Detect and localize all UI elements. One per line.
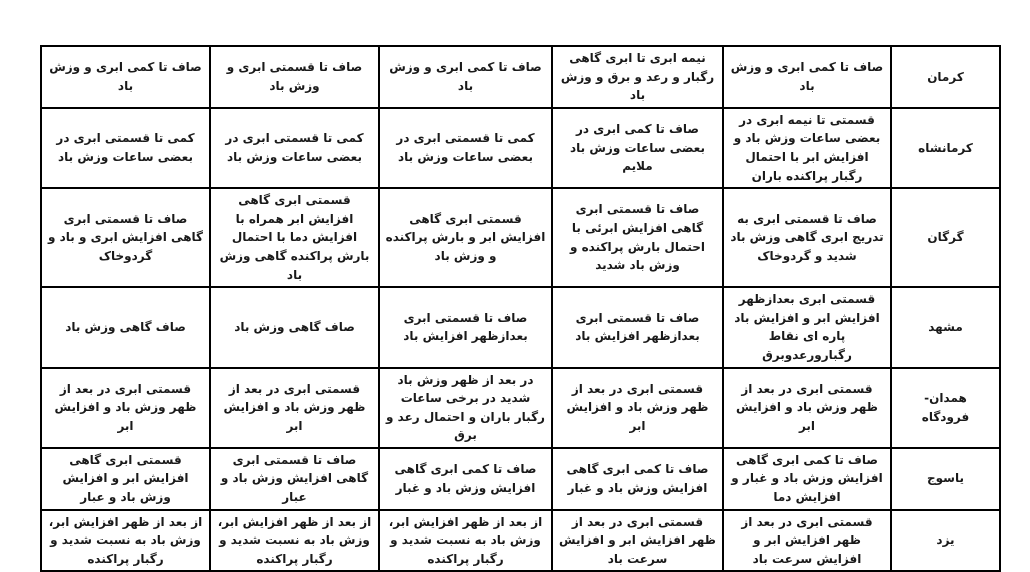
- city-cell: گرگان: [890, 187, 1001, 289]
- forecast-cell: قسمتی ابری گاهی افزایش ابر و افزایش وزش …: [40, 446, 211, 511]
- forecast-cell: صاف تا کمی ابری و وزش باد: [40, 45, 211, 109]
- table-row-kermanshah: کرمانشاه قسمتی تا نیمه ابری در بعضی ساعا…: [40, 106, 1001, 190]
- page: { "page": { "background_color": "#ffffff…: [40, 45, 1001, 572]
- forecast-cell: صاف گاهی وزش باد: [40, 286, 211, 369]
- city-cell: کرمانشاه: [890, 106, 1001, 190]
- forecast-cell: صاف تا قسمتی ابری و وزش باد: [209, 45, 380, 109]
- forecast-cell: صاف تا کمی ابری و وزش باد: [378, 45, 553, 109]
- forecast-cell: صاف تا کمی ابری گاهی افزایش وزش باد و غب…: [722, 446, 892, 511]
- table-row-yasuj: یاسوج صاف تا کمی ابری گاهی افزایش وزش با…: [40, 446, 1001, 511]
- forecast-cell: قسمتی ابری گاهی افزایش ابر همراه با افزا…: [209, 187, 380, 289]
- forecast-cell: صاف تا قسمتی ابری گاهی افزایش وزش باد و …: [209, 446, 380, 511]
- forecast-cell: صاف تا کمی ابری گاهی افزایش وزش باد و غب…: [551, 446, 724, 511]
- table-row-kerman: کرمان صاف تا کمی ابری و وزش باد نیمه ابر…: [40, 45, 1001, 109]
- forecast-cell: از بعد از ظهر افزایش ابر، وزش باد به نسب…: [40, 508, 211, 572]
- forecast-cell: قسمتی ابری در بعد از ظهر وزش باد و افزای…: [551, 366, 724, 449]
- city-cell: مشهد: [890, 286, 1001, 369]
- table-row-gorgan: گرگان صاف تا قسمتی ابری به تدریج ابری گا…: [40, 187, 1001, 289]
- city-cell: همدان- فرودگاه: [890, 366, 1001, 449]
- table-row-mashhad: مشهد قسمتی ابری بعدازظهر افزایش ابر و اف…: [40, 286, 1001, 369]
- forecast-cell: قسمتی ابری در بعد از ظهر وزش باد و افزای…: [722, 366, 892, 449]
- forecast-cell: قسمتی ابری در بعد از ظهر افزایش ابر و اف…: [551, 508, 724, 572]
- forecast-cell: صاف تا قسمتی ابری به تدریج ابری گاهی وزش…: [722, 187, 892, 289]
- forecast-cell: نیمه ابری تا ابری گاهی رگبار و رعد و برق…: [551, 45, 724, 109]
- forecast-cell: کمی تا قسمتی ابری در بعضی ساعات وزش باد: [378, 106, 553, 190]
- forecast-cell: صاف تا قسمتی ابری گاهی افزایش ابری و باد…: [40, 187, 211, 289]
- forecast-cell: قسمتی ابری در بعد از ظهر وزش باد و افزای…: [209, 366, 380, 449]
- table-row-hamedan-airport: همدان- فرودگاه قسمتی ابری در بعد از ظهر …: [40, 366, 1001, 449]
- forecast-cell: قسمتی ابری بعدازظهر افزایش ابر و افزایش …: [722, 286, 892, 369]
- forecast-cell: صاف تا کمی ابری و وزش باد: [722, 45, 892, 109]
- forecast-cell: در بعد از ظهر وزش باد شدید در برخی ساعات…: [378, 366, 553, 449]
- forecast-cell: قسمتی ابری در بعد از ظهر وزش باد و افزای…: [40, 366, 211, 449]
- table-row-yazd: یزد قسمتی ابری در بعد از ظهر افزایش ابر …: [40, 508, 1001, 572]
- city-cell: کرمان: [890, 45, 1001, 109]
- forecast-cell: صاف تا کمی ابری گاهی افزایش وزش باد و غب…: [378, 446, 553, 511]
- forecast-cell: قسمتی ابری در بعد از ظهر افزایش ابر و اف…: [722, 508, 892, 572]
- forecast-cell: صاف تا قسمتی ابری بعدازظهر افزایش باد: [378, 286, 553, 369]
- forecast-cell: صاف تا قسمتی ابری گاهی افزایش ابرئی با ا…: [551, 187, 724, 289]
- forecast-cell: صاف تا قسمتی ابری بعدازظهر افزایش باد: [551, 286, 724, 369]
- forecast-cell: کمی تا قسمتی ابری در بعضی ساعات وزش باد: [40, 106, 211, 190]
- forecast-cell: قسمتی ابری گاهی افزایش ابر و بارش پراکند…: [378, 187, 553, 289]
- forecast-cell: از بعد از ظهر افزایش ابر، وزش باد به نسب…: [378, 508, 553, 572]
- city-cell: یاسوج: [890, 446, 1001, 511]
- forecast-cell: از بعد از ظهر افزایش ابر، وزش باد به نسب…: [209, 508, 380, 572]
- forecast-cell: قسمتی تا نیمه ابری در بعضی ساعات وزش باد…: [722, 106, 892, 190]
- city-cell: یزد: [890, 508, 1001, 572]
- forecast-cell: کمی تا قسمتی ابری در بعضی ساعات وزش باد: [209, 106, 380, 190]
- forecast-cell: صاف تا کمی ابری در بعضی ساعات وزش باد مل…: [551, 106, 724, 190]
- forecast-cell: صاف گاهی وزش باد: [209, 286, 380, 369]
